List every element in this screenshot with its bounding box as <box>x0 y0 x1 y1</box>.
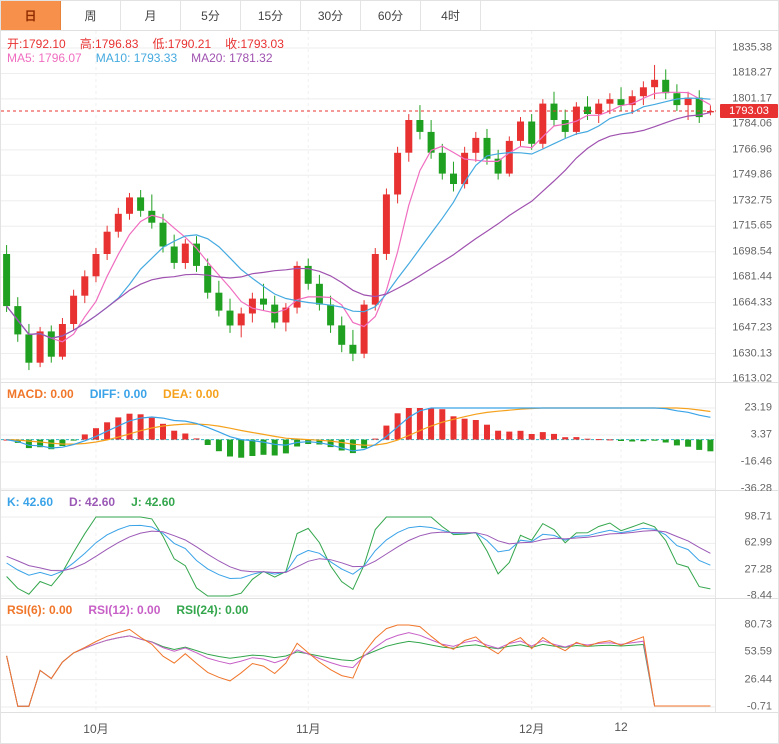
tab-week[interactable]: 周 <box>61 1 121 30</box>
y-axis-label: -36.28 <box>740 482 772 495</box>
y-axis-label: 1647.23 <box>732 321 772 334</box>
x-axis-label: 11月 <box>295 722 321 736</box>
tab-4hour[interactable]: 4时 <box>421 1 481 30</box>
y-axis-label: 1732.75 <box>732 194 772 207</box>
y-axis-label: 1835.38 <box>732 41 772 54</box>
j-value: J: 42.60 <box>131 495 176 509</box>
rsi-panel: 80.73 53.59 26.44 -0.71 RSI(6): 0.00 RSI(12… <box>1 599 778 713</box>
y-axis-label: -8.44 <box>746 589 772 602</box>
y-axis-label: 80.73 <box>744 618 772 631</box>
y-axis-label: 98.71 <box>744 510 772 523</box>
macd-legend: MACD: 0.00 DIFF: 0.00 DEA: 0.00 <box>7 387 219 401</box>
macd-value: MACD: 0.00 <box>7 387 74 401</box>
macd-axis: 23.19 3.37 -16.46 -36.28 <box>716 383 778 494</box>
ohlc-legend: 开:1792.10 高:1796.83 低:1790.21 收:1793.03 <box>7 35 284 52</box>
y-axis-label: 1630.13 <box>732 347 772 360</box>
rsi-axis: 80.73 53.59 26.44 -0.71 <box>716 599 778 713</box>
y-axis-label: 1613.02 <box>732 372 772 385</box>
tab-60min[interactable]: 60分 <box>361 1 421 30</box>
macd-chart[interactable] <box>1 383 716 490</box>
ma-legend: MA5: 1796.07 MA10: 1793.33 MA20: 1781.32 <box>7 51 273 65</box>
rsi-legend: RSI(6): 0.00 RSI(12): 0.00 RSI(24): 0.00 <box>7 603 248 617</box>
ma5-value: MA5: 1796.07 <box>7 51 82 65</box>
kdj-legend: K: 42.60 D: 42.60 J: 42.60 <box>7 495 175 509</box>
high-value: 高:1796.83 <box>79 37 139 51</box>
tab-5min[interactable]: 5分 <box>181 1 241 30</box>
y-axis-label: 1801.17 <box>732 92 772 105</box>
kdj-chart[interactable] <box>1 491 716 598</box>
rsi24-value: RSI(24): 0.00 <box>176 603 249 617</box>
y-axis-label: 1715.65 <box>732 219 772 232</box>
y-axis-label: 1784.06 <box>732 117 772 130</box>
y-axis-label: 1698.54 <box>732 245 772 258</box>
low-value: 低:1790.21 <box>152 37 212 51</box>
y-axis-label: 1818.27 <box>732 66 772 79</box>
candlestick-chart[interactable] <box>1 31 716 382</box>
y-axis-label: 23.19 <box>744 401 772 414</box>
y-axis-label: 1664.33 <box>732 296 772 309</box>
tab-30min[interactable]: 30分 <box>301 1 361 30</box>
main-price-axis: 1835.38 1818.27 1801.17 1784.06 1766.96 1749.… <box>716 31 778 385</box>
rsi6-value: RSI(6): 0.00 <box>7 603 73 617</box>
x-axis: 10月 11月 12月 12 <box>1 713 778 743</box>
x-axis-label: 12 <box>614 720 628 734</box>
current-price-tag: 1793.03 <box>720 104 778 119</box>
ma20-value: MA20: 1781.32 <box>191 51 273 65</box>
d-value: D: 42.60 <box>69 495 116 509</box>
y-axis-label: 27.28 <box>744 563 772 576</box>
y-axis-label: 1681.44 <box>732 270 772 283</box>
diff-value: DIFF: 0.00 <box>89 387 148 401</box>
y-axis-label: 3.37 <box>750 428 772 441</box>
close-value: 收:1793.03 <box>225 37 284 51</box>
kdj-panel: 98.71 62.99 27.28 -8.44 K: 42.60 D: 42.60 J… <box>1 491 778 601</box>
open-value: 开:1792.10 <box>7 37 66 51</box>
y-axis-label: 62.99 <box>744 536 772 549</box>
rsi12-value: RSI(12): 0.00 <box>88 603 161 617</box>
y-axis-label: 53.59 <box>744 645 772 658</box>
y-axis-label: 26.44 <box>744 673 772 686</box>
x-axis-label: 10月 <box>83 722 109 736</box>
main-chart-panel: 1835.38 1818.27 1801.17 1784.06 1766.96 1749.… <box>1 31 778 385</box>
dea-value: DEA: 0.00 <box>163 387 220 401</box>
period-tabbar: 日 周 月 5分 15分 30分 60分 4时 <box>1 1 778 31</box>
y-axis-label: -0.71 <box>746 700 772 713</box>
ma10-value: MA10: 1793.33 <box>95 51 178 65</box>
y-axis-label: 1749.86 <box>732 168 772 181</box>
macd-panel: 23.19 3.37 -16.46 -36.28 MACD: 0.00 DIFF: 0… <box>1 383 778 494</box>
y-axis-label: 1766.96 <box>732 143 772 156</box>
tab-day[interactable]: 日 <box>1 1 61 30</box>
tab-month[interactable]: 月 <box>121 1 181 30</box>
kdj-axis: 98.71 62.99 27.28 -8.44 <box>716 491 778 601</box>
y-axis-label: -16.46 <box>740 455 772 468</box>
x-axis-label: 12月 <box>518 722 545 736</box>
tab-15min[interactable]: 15分 <box>241 1 301 30</box>
k-value: K: 42.60 <box>7 495 54 509</box>
rsi-chart[interactable] <box>1 599 716 712</box>
